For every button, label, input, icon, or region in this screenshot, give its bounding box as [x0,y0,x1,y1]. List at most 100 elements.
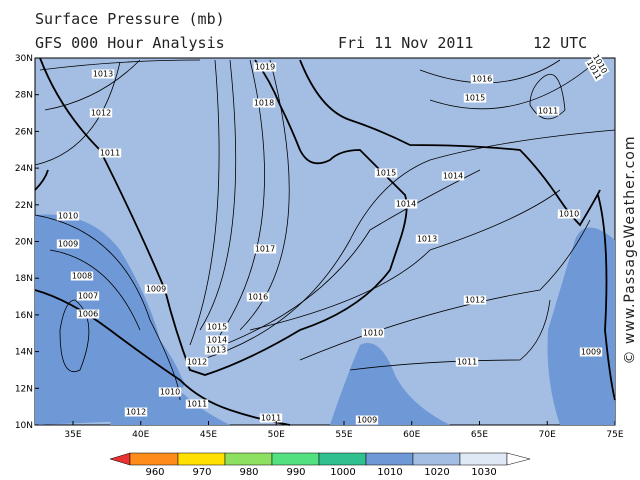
isobar-label-bg [557,209,581,219]
colorbar-cap [109,452,131,466]
colorbar-label: 980 [239,467,258,478]
isobar-label: 1016 [248,293,268,302]
isobar-label-bg [98,148,122,158]
colorbar-swatch [224,452,273,466]
isobar-label-bg [246,292,270,302]
isobar-label: 1011 [261,414,281,423]
isobar-label-bg [158,387,182,397]
colorbar-swatch [177,452,226,466]
isobar-label-bg [584,58,604,82]
isobar-label: 1011 [538,107,558,116]
lon-label: 50E [268,430,285,440]
lat-label: 18N [15,274,33,284]
isobar-label: 1009 [58,240,78,249]
isobar-label: 1010 [58,212,78,221]
isobar-label-bg [463,295,487,305]
isobar-label: 1007 [78,292,98,301]
title: Surface Pressure (mb) [35,10,225,28]
isobar-label: 1010 [160,388,180,397]
isobar-label-bg [144,284,168,294]
low-pressure-area [547,227,615,425]
colorbar-label: 1000 [330,467,355,478]
lon-label: 40E [132,430,149,440]
isobar-label-bg [76,291,100,301]
isobar-label-bg [76,309,100,319]
isobar-label-bg [259,413,283,423]
isobar-label: 1010 [363,329,383,338]
lat-label: 16N [15,311,33,321]
isobar-label: 1012 [91,109,111,118]
isobar-label: 1012 [465,296,485,305]
low-pressure-area [330,343,450,425]
coastline [34,57,616,426]
isobar-label-bg [70,271,94,281]
isobar-label: 1019 [255,63,275,72]
isobar-label: 1009 [581,348,601,357]
isobar-label: 1014 [207,336,227,345]
isobar-label-bg [253,62,277,72]
isobar-label: 1013 [93,70,113,79]
isobar-label-bg [355,415,379,425]
isobar-label: 1013 [206,346,226,355]
credit: © www.PassageWeather.com [622,135,638,364]
isobar-label: 1016 [472,75,492,84]
isobar-label-bg [185,357,209,367]
isobar-label-bg [455,357,479,367]
isobar-label-bg [394,199,418,209]
isobar-label: 1014 [396,200,416,209]
lon-label: 70E [539,430,556,440]
map: 1013 1012 1011 1010 1009 1008 1007 1006 1009 1019… [34,52,616,426]
isobar-label: 1015 [376,169,396,178]
isobar-label-bg [252,98,276,108]
isobar-label: 1009 [357,416,377,425]
lon-label: 55E [335,430,352,440]
isobar-label-bg [253,244,277,254]
date: Fri 11 Nov 2011 [338,34,473,52]
lat-label: 30N [15,54,33,64]
isobar-label-bg [91,69,115,79]
subtitle: GFS 000 Hour Analysis [35,34,225,52]
time: 12 UTC [533,34,587,52]
lon-label: 45E [200,430,217,440]
colorbar-label: 970 [192,467,211,478]
isobar-label-bg [441,171,465,181]
colorbar-label: 1030 [471,467,496,478]
lat-label: 26N [15,127,33,137]
low-pressure-area [35,214,185,425]
lon-label: 35E [64,430,81,440]
isobar-label: 1010 [559,210,579,219]
isobar-label: 1011 [100,149,120,158]
isobar-label: 1014 [443,172,463,181]
isobar-label: 1012 [187,358,207,367]
isobar-label-bg [590,52,610,76]
colorbar-label: 990 [286,467,305,478]
isobar-label-bg [204,345,228,355]
lat-label: 22N [15,201,33,211]
isobar-label-bg [415,234,439,244]
lat-label: 14N [15,348,33,358]
isobar-label-bg [124,407,148,417]
colorbar-swatch [271,452,320,466]
isobar-label-bg [361,328,385,338]
isobar-label: 1015 [465,94,485,103]
lat-label: 12N [15,384,33,394]
isobar-label-bg [185,399,209,409]
isobar-label-bg [205,322,229,332]
isobar-label: 1006 [78,310,98,319]
colorbar-swatch [459,452,508,466]
lat-label: 28N [15,91,33,101]
isobar-label-bg [56,239,80,249]
isobar-label-bg [89,108,113,118]
isobar-label-bg [463,93,487,103]
isobar-label: 1013 [417,235,437,244]
isobar-label-bg [374,168,398,178]
lon-label: 75E [606,430,623,440]
colorbar-cap [506,452,531,466]
isobar-label: 1008 [72,272,92,281]
colorbar-swatch [129,452,179,466]
lon-label: 60E [403,430,420,440]
isobar-label: 1011 [187,400,207,409]
colorbar-label: 1020 [424,467,449,478]
lat-label: 24N [15,164,33,174]
